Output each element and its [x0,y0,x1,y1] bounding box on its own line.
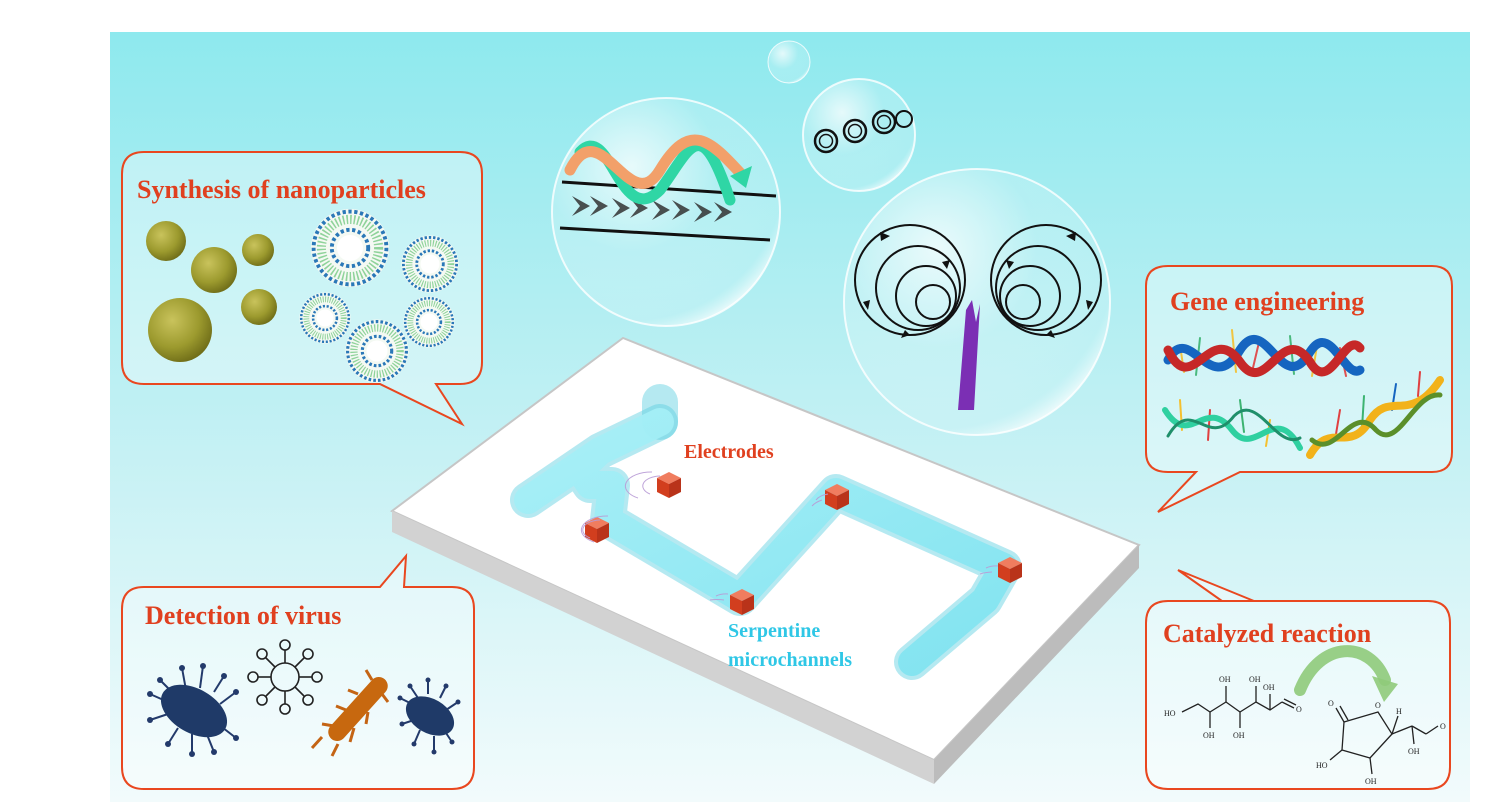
callout-virus: Detection of virus [121,553,475,790]
lactone-oh-1: OH [1365,777,1377,786]
gene-title: Gene engineering [1170,287,1364,316]
microfluidic-chip: Electrodes Serpentine microchannels [390,336,1141,784]
nanoparticle-icons [146,221,277,362]
microbubble-chain-icon [813,109,913,154]
serpentine-label-line1: Serpentine [728,620,820,642]
lactone-oh-2: OH [1408,747,1420,756]
glucose-ho: HO [1164,709,1176,718]
lactone-o-carbonyl: O [1328,699,1334,708]
dna-helix-icon [1162,329,1444,459]
electrode [657,472,681,498]
acoustic-streaming-wave-icon [559,134,777,242]
glucose-oh-1: OH [1219,675,1231,684]
small-bubble [767,40,811,84]
virus-title: Detection of virus [145,601,341,630]
serpentine-label-line2: microchannels [728,649,852,671]
electrode [825,484,849,510]
lactone-h: H [1396,707,1402,716]
acoustic-streaming-bubble [551,97,781,327]
sharp-edge-icon [958,300,980,410]
lactone-ho: HO [1316,761,1328,770]
lactone-o-terminal: O [1440,722,1446,731]
catalyzed-title: Catalyzed reaction [1163,619,1372,648]
nanoparticles-title: Synthesis of nanoparticles [137,175,426,204]
electrode [730,589,754,615]
virus-icon [247,639,323,715]
reaction-arrow-icon [1294,645,1391,696]
vortex-bubble [843,168,1111,436]
lactone-molecule-icon: O O H O OH HO OH [1316,699,1446,786]
callout-catalyzed: Catalyzed reaction OH OH OH OH OH HO O [1145,569,1451,790]
glucose-molecule-icon: OH OH OH OH OH HO O [1164,675,1302,740]
glucose-oh-3: OH [1203,731,1215,740]
vortex-flow-icon [854,224,1102,338]
glucose-oh-4: OH [1233,731,1245,740]
virus-icon [147,663,239,757]
microbubble-bubble [802,78,916,192]
callout-nanoparticles: Synthesis of nanoparticles [121,151,483,427]
glucose-o: O [1296,705,1302,714]
virus-icon [397,677,461,755]
serpentine-channel [510,384,1022,680]
electrode [998,557,1022,583]
virus-icon [310,669,390,757]
electrode-set [580,471,1022,615]
callout-gene: Gene engineering [1145,265,1453,513]
glucose-oh-2: OH [1249,675,1261,684]
electrode [585,517,609,543]
lactone-o-ring: O [1375,701,1381,710]
electrodes-label: Electrodes [684,441,774,463]
glucose-oh-5: OH [1263,683,1275,692]
